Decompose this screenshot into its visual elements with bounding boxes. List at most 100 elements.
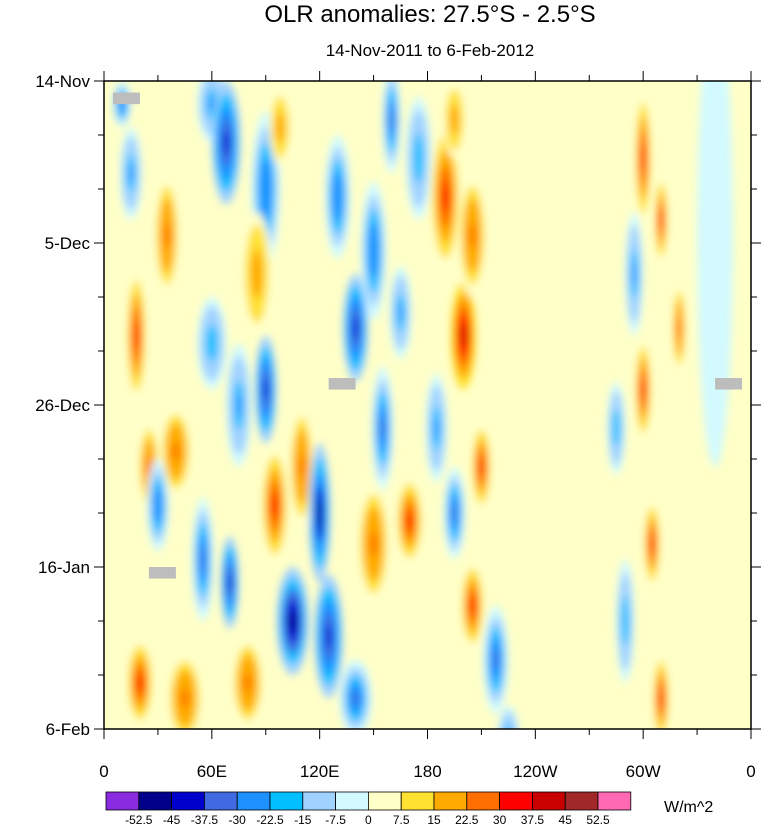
anomaly-contour: [244, 673, 252, 692]
anomaly-contour: [389, 108, 394, 131]
y-tick-label: 16-Jan: [38, 558, 90, 577]
missing-data-block: [715, 378, 743, 390]
anomaly-feature: [497, 705, 519, 729]
colorbar: -52.5 -45 -37.5 -30 -22.5 -15 -7.5 0 7.5 15 22.5 30…: [105, 791, 632, 827]
colorbar-swatch: [466, 791, 500, 811]
colorbar-swatch: [335, 791, 369, 811]
anomaly-contour: [223, 130, 230, 156]
colorbar-label: 37.5: [521, 813, 545, 827]
anomaly-feature: [653, 173, 669, 267]
anomaly-contour: [146, 457, 152, 476]
anomaly-feature: [389, 266, 412, 359]
colorbar-label: 0: [365, 813, 372, 827]
anomaly-contour: [479, 457, 484, 476]
colorbar-label: 45: [559, 813, 573, 827]
colorbar-label: -7.5: [325, 813, 346, 827]
anomaly-feature: [254, 335, 277, 444]
anomaly-feature: [276, 567, 309, 675]
colorbar-swatch: [302, 791, 336, 811]
anomaly-feature: [371, 366, 394, 490]
anomaly-contour: [208, 334, 215, 353]
missing-data-blocks: [112, 92, 743, 579]
anomaly-contour: [505, 724, 512, 729]
anomaly-feature: [260, 443, 290, 567]
anomaly-contour: [460, 324, 466, 347]
anomaly-contour: [711, 189, 719, 282]
anomaly-contour: [641, 144, 646, 173]
anomaly-contour: [263, 378, 268, 401]
anomaly-feature: [382, 81, 401, 174]
colorbar-label: 15: [427, 813, 441, 827]
anomaly-feature: [166, 651, 203, 729]
anomaly-contour: [299, 454, 305, 480]
anomaly-contour: [325, 624, 332, 649]
missing-data-block: [112, 92, 140, 105]
colorbar-swatch: [499, 791, 533, 811]
anomaly-contour: [650, 534, 655, 554]
anomaly-contour: [128, 164, 134, 183]
anomaly-feature: [616, 559, 635, 683]
colorbar-label: 22.5: [455, 813, 479, 827]
anomaly-contour: [452, 111, 457, 128]
anomaly-contour: [137, 673, 143, 692]
anomaly-contour: [380, 415, 385, 441]
anomaly-feature: [289, 405, 315, 529]
anomaly-feature: [459, 559, 486, 652]
anomaly-feature: [405, 96, 432, 220]
anomaly-contour: [352, 690, 359, 706]
anomaly-feature: [197, 297, 227, 390]
anomaly-feature: [443, 81, 466, 159]
anomaly-feature: [634, 335, 653, 444]
x-tick-label: 120W: [513, 762, 557, 781]
anomaly-feature: [643, 497, 662, 591]
anomaly-contour: [277, 119, 283, 135]
anomaly-feature: [314, 574, 344, 699]
anomaly-feature: [211, 81, 241, 205]
anomaly-feature: [343, 273, 369, 382]
anomaly-feature: [192, 497, 214, 621]
anomaly-contour: [317, 499, 322, 527]
anomaly-contour: [614, 418, 619, 438]
colorbar-swatch: [597, 791, 632, 811]
colorbar-swatch: [203, 791, 238, 811]
x-tick-label: 60W: [626, 762, 661, 781]
anomaly-feature: [671, 281, 687, 375]
anomaly-contour: [236, 392, 242, 418]
anomaly-feature: [528, 158, 579, 621]
colorbar-label: 7.5: [393, 813, 410, 827]
colorbar-swatch: [105, 791, 140, 811]
anomaly-contour: [227, 573, 232, 592]
colorbar-swatch: [236, 791, 271, 811]
anomaly-feature: [634, 88, 653, 228]
anomaly-feature: [652, 651, 671, 729]
anomaly-contour: [442, 181, 449, 213]
anomaly-contour: [641, 378, 646, 401]
anomaly-contour: [632, 261, 637, 287]
colorbar-swatch: [532, 791, 566, 811]
y-tick-label: 14-Nov: [35, 72, 90, 91]
anomaly-feature: [154, 173, 180, 297]
anomaly-feature: [357, 482, 390, 606]
anomaly-feature: [339, 659, 372, 729]
colorbar-label: -37.5: [191, 813, 219, 827]
x-tick-label: 180: [413, 762, 441, 781]
chart-subtitle: 14-Nov-2011 to 6-Feb-2012: [326, 41, 535, 60]
anomaly-feature: [159, 405, 193, 498]
anomaly-feature: [443, 466, 466, 560]
colorbar-swatch: [564, 791, 599, 811]
anomaly-feature: [470, 420, 493, 513]
colorbar-label: 30: [493, 813, 507, 827]
anomaly-feature: [395, 474, 424, 567]
anomaly-feature: [697, 81, 734, 467]
anomaly-feature: [226, 343, 252, 467]
anomaly-feature: [625, 212, 644, 336]
x-tick-label: 60E: [197, 762, 227, 781]
colorbar-units: W/m^2: [664, 799, 713, 816]
anomaly-contour: [353, 317, 359, 339]
anomaly-contour: [335, 184, 341, 210]
colorbar-label: -52.5: [125, 813, 153, 827]
anomaly-contour: [164, 222, 170, 248]
colorbar-swatch: [433, 791, 468, 811]
anomaly-contour: [434, 417, 439, 439]
colorbar-label: -30: [229, 813, 247, 827]
